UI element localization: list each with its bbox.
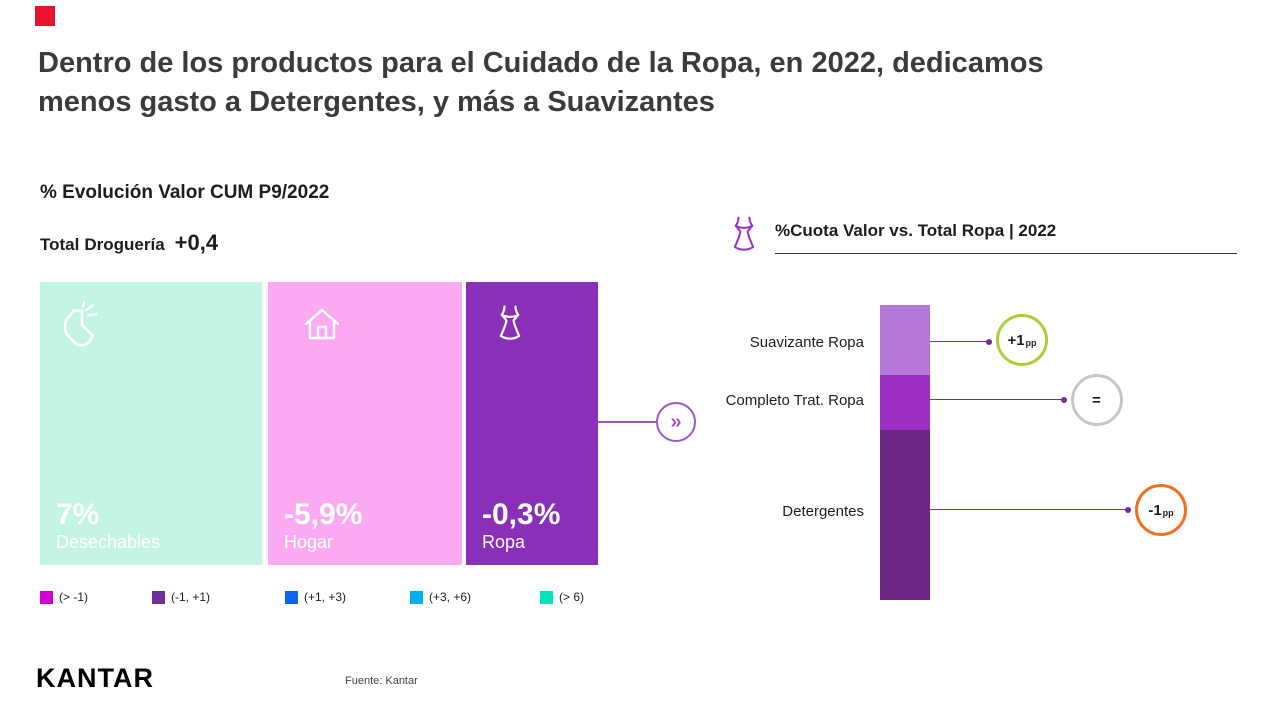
block-label-desechables: Desechables xyxy=(56,532,161,552)
legend-swatch xyxy=(152,590,165,604)
legend-swatch xyxy=(40,590,53,604)
treemap-block-ropa: -0,3% Ropa xyxy=(466,282,598,565)
heading-underline xyxy=(775,253,1237,254)
hand-spray-icon xyxy=(63,300,98,347)
badge-connector-line xyxy=(930,399,1067,400)
legend-swatch xyxy=(540,590,553,604)
title-line-2: menos gasto a Detergentes, y más a Suavi… xyxy=(38,86,715,119)
total-value: +0,4 xyxy=(174,230,219,255)
legend-item: (-1, +1) xyxy=(152,590,210,604)
legend-label: (> 6) xyxy=(559,590,585,604)
legend-swatch xyxy=(285,590,298,604)
legend-item: (+3, +6) xyxy=(410,590,471,604)
bar-label-completo: Completo Trat. Ropa xyxy=(725,392,864,409)
block-value-ropa: -0,3% xyxy=(482,497,561,531)
legend-label: (+1, +3) xyxy=(304,590,347,604)
bar-segment-detergentes xyxy=(880,430,930,600)
total-sublabel: Droguería xyxy=(84,235,165,254)
bar-segment-completo xyxy=(880,375,930,430)
dress-icon xyxy=(733,216,755,251)
block-text: -5,9% Hogar xyxy=(284,497,363,554)
change-badge-detergentes: -1 pp xyxy=(1135,484,1187,536)
dress-icon xyxy=(499,305,521,340)
badge-connector-line xyxy=(930,509,1131,510)
legend-item: (> -1) xyxy=(40,590,88,604)
badge-unit: pp xyxy=(1025,338,1037,348)
treemap-block-desechables: 7% Desechables xyxy=(40,282,262,565)
legend-swatch xyxy=(410,590,423,604)
connector-dot xyxy=(1061,397,1067,403)
source-text: Fuente: Kantar xyxy=(345,675,418,687)
badge-connector-line xyxy=(930,341,992,342)
right-chart-heading: %Cuota Valor vs. Total Ropa | 2022 xyxy=(775,221,1057,240)
legend-item: (> 6) xyxy=(540,590,584,604)
bar-label-detergentes: Detergentes xyxy=(782,503,864,520)
block-label-hogar: Hogar xyxy=(284,532,334,552)
total-row: Total Droguería +0,4 xyxy=(40,230,218,256)
bar-segment-suavizante xyxy=(880,305,930,375)
block-value-desechables: 7% xyxy=(56,497,100,531)
badge-unit: pp xyxy=(1162,508,1174,518)
connector-dot xyxy=(986,339,992,345)
total-label: Total xyxy=(40,235,80,254)
legend-label: (> -1) xyxy=(59,590,89,604)
treemap-block-hogar: -5,9% Hogar xyxy=(268,282,462,565)
block-text: -0,3% Ropa xyxy=(482,497,561,554)
badge-value: = xyxy=(1092,392,1101,409)
badge-value: -1 xyxy=(1148,502,1162,519)
block-text: 7% Desechables xyxy=(56,497,161,554)
title-line-1: Dentro de los productos para el Cuidado … xyxy=(38,47,1044,79)
left-chart-heading: % Evolución Valor CUM P9/2022 xyxy=(40,182,330,203)
bar-label-suavizante: Suavizante Ropa xyxy=(749,334,864,351)
accent-square xyxy=(35,6,55,26)
chevron-right-icon: » xyxy=(656,402,696,442)
house-icon xyxy=(304,308,340,340)
kantar-logo: KANTAR xyxy=(36,663,154,693)
badge-value: +1 xyxy=(1007,332,1025,349)
change-badge-completo: = xyxy=(1071,374,1123,426)
legend-label: (+3, +6) xyxy=(429,590,472,604)
legend-item: (+1, +3) xyxy=(285,590,346,604)
block-label-ropa: Ropa xyxy=(482,532,526,552)
connector-dot xyxy=(1125,507,1131,513)
legend-label: (-1, +1) xyxy=(171,590,211,604)
change-badge-suavizante: +1 pp xyxy=(996,314,1048,366)
block-value-hogar: -5,9% xyxy=(284,497,363,531)
arrow-connector-line xyxy=(598,421,656,423)
page-title: Dentro de los productos para el Cuidado … xyxy=(38,44,1198,122)
